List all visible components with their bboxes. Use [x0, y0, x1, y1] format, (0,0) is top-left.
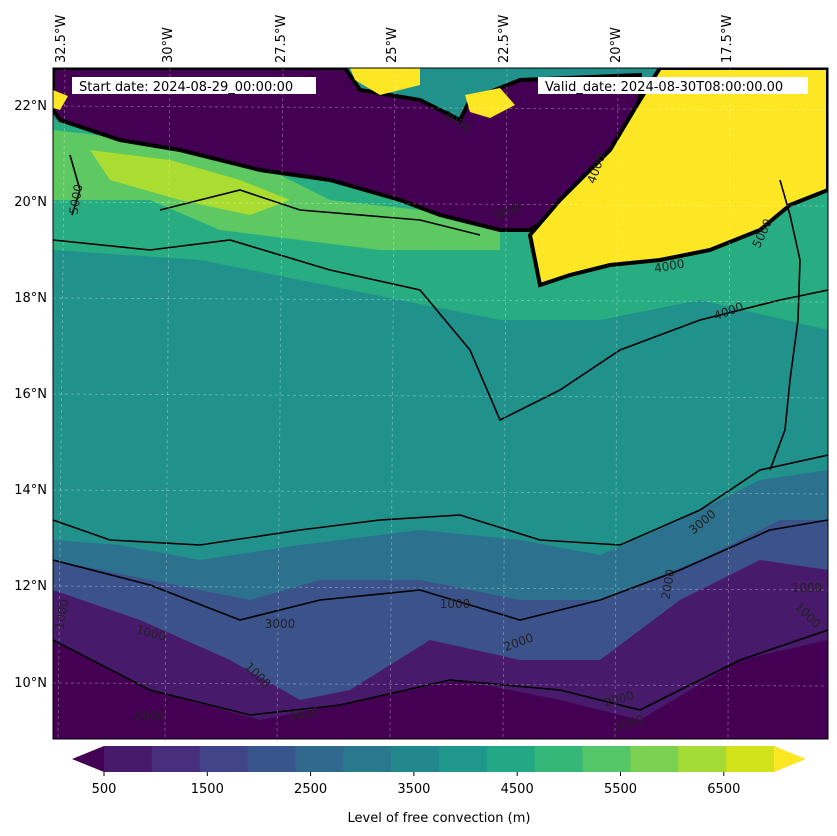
- coastline: [769, 179, 801, 471]
- contour-5000-west: [69, 154, 81, 216]
- lowest-lfc-band: [53, 640, 828, 739]
- colorbar-segment: [726, 746, 775, 772]
- colorbar-segment: [104, 746, 153, 772]
- longitude-label: 32.5°W: [54, 15, 69, 63]
- contour-label: 2000: [288, 705, 321, 724]
- colorbar-min-arrow: [72, 746, 104, 772]
- colorbar-tick-label: 500: [92, 782, 117, 797]
- valid-date-box: [538, 77, 808, 94]
- colorbar-segment: [582, 746, 631, 772]
- colorbar-segment: [295, 746, 344, 772]
- colorbar-segment: [678, 746, 727, 772]
- contour-4000: [53, 239, 828, 422]
- longitude-label: 22.5°W: [497, 15, 512, 63]
- longitude-label: 17.5°W: [720, 15, 735, 63]
- contour-1000: [53, 629, 828, 716]
- colorbar-segment: [486, 746, 536, 772]
- valid-date-text: Valid_date: 2024-08-30T08:00:00.00: [545, 80, 783, 95]
- map-frame: [52, 67, 829, 740]
- colorbar-segment: [630, 746, 679, 772]
- yellow-patch-small: [465, 88, 515, 118]
- longitude-label: 27.5°W: [274, 15, 289, 63]
- colorbar-segment: [439, 746, 488, 772]
- latitude-label: 10°N: [14, 676, 47, 691]
- colorbar-tick-label: 5500: [604, 782, 637, 797]
- start-date-text: Start date: 2024-08-29_00:00:00: [79, 80, 293, 95]
- contour-label: 1000: [53, 598, 72, 631]
- latitude-label: 12°N: [14, 579, 47, 594]
- colorbar-segment: [199, 746, 249, 772]
- latitude-label: 22°N: [14, 99, 47, 114]
- contour-label: 5000: [67, 183, 86, 216]
- peak-lfc-patch: [90, 150, 290, 215]
- colorbar-tick-label: 4500: [501, 782, 534, 797]
- colorbar-max-arrow: [774, 746, 806, 772]
- start-date-box: [72, 77, 316, 94]
- contour-3000: [53, 454, 828, 546]
- contour-label: 2000: [659, 568, 678, 601]
- contour-label: 2000: [135, 709, 166, 723]
- map-field: 5000300040002000400040005000300010001000…: [53, 68, 828, 739]
- colorbar-segment: [534, 746, 584, 772]
- colorbar-segment: [151, 746, 201, 772]
- colorbar-segment: [343, 746, 392, 772]
- yellow-patch-north: [350, 68, 420, 95]
- latitude-labels: 22°N 20°N 18°N 16°N 14°N 12°N 10°N: [14, 99, 47, 691]
- colorbar-ticks: 500 1500 2500 3500 4500 5500 6500: [92, 772, 740, 797]
- contour-label: 1000: [792, 581, 823, 595]
- contour-label: 4000: [653, 257, 686, 276]
- yellow-region-land: [527, 68, 828, 288]
- colorbar-tick-label: 3500: [397, 782, 430, 797]
- latitude-label: 18°N: [14, 291, 47, 306]
- colorbar-segment: [391, 746, 440, 772]
- latitude-label: 16°N: [14, 387, 47, 402]
- contour-lines: [53, 154, 828, 716]
- colorbar: 500 1500 2500 3500 4500 5500 6500 Level of fre…: [72, 746, 806, 826]
- longitude-label: 30°W: [161, 27, 176, 63]
- contour-label: 3000: [265, 617, 296, 631]
- colorbar-segments: [104, 746, 775, 772]
- yellow-patch-edge: [53, 90, 68, 110]
- contour-2000: [53, 519, 828, 621]
- latitude-label: 20°N: [14, 195, 47, 210]
- longitude-labels: 32.5°W 30°W 27.5°W 25°W 22.5°W 20°W 17.5°W: [54, 15, 735, 63]
- colorbar-label: Level of free convection (m): [348, 811, 531, 826]
- colorbar-tick-label: 1500: [191, 782, 224, 797]
- graticule: [53, 68, 828, 739]
- contour-label: 1000: [440, 597, 471, 611]
- colorbar-tick-label: 2500: [294, 782, 327, 797]
- contour-5000-inner: [159, 189, 481, 236]
- latitude-label: 14°N: [14, 483, 47, 498]
- colorbar-tick-label: 6500: [707, 782, 740, 797]
- colorbar-segment: [247, 746, 296, 772]
- low-lfc-band: [53, 560, 828, 739]
- longitude-label: 20°W: [609, 27, 624, 63]
- longitude-label: 25°W: [385, 27, 400, 63]
